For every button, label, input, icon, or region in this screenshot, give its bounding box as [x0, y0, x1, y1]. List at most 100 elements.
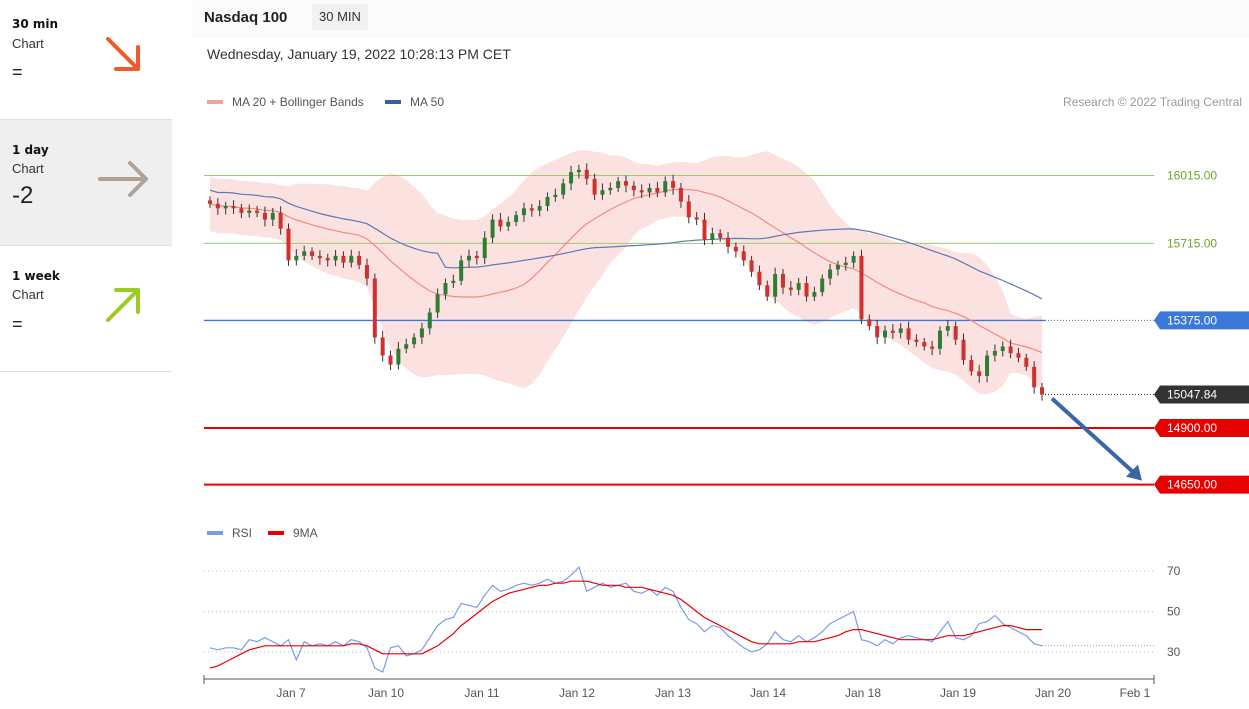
candle-bear	[624, 181, 628, 186]
candle-bear	[286, 228, 291, 261]
candle-bear	[1016, 353, 1021, 358]
candle-bear	[255, 210, 260, 213]
timeframe-sub: Chart	[12, 36, 44, 51]
candle-bear	[804, 283, 809, 297]
timeframe-label: 30 min	[12, 17, 59, 31]
candle-bear	[671, 181, 676, 188]
candle-bull	[828, 269, 833, 279]
x-tick-label: Jan 20	[1035, 686, 1071, 700]
candle-bull	[482, 237, 487, 259]
candle-bull	[270, 212, 275, 220]
candle-bull	[576, 169, 581, 173]
candle-bull	[985, 355, 990, 376]
candle-bear	[208, 200, 212, 204]
candle-bear	[215, 203, 220, 209]
timeframe-sub: Chart	[12, 161, 44, 176]
candle-bear	[357, 255, 362, 265]
candle-bear	[1040, 387, 1044, 395]
rsi-legend-swatch	[207, 531, 223, 535]
candle-bull	[302, 251, 307, 256]
candle-bull	[569, 172, 574, 184]
candle-bull	[796, 283, 801, 290]
candle-bear	[741, 251, 746, 261]
candle-bear	[961, 339, 966, 361]
rsi-tick-label: 70	[1167, 564, 1181, 578]
candle-bull	[883, 330, 888, 338]
candle-bull	[419, 328, 424, 338]
candle-bull	[608, 187, 613, 191]
candle-bear	[278, 212, 283, 229]
timeframe-value: =	[12, 62, 23, 82]
candle-bull	[647, 187, 652, 193]
timeframe-1week[interactable]: 1 week Chart =	[0, 246, 172, 372]
candle-bear	[969, 360, 974, 372]
candle-bear	[631, 185, 636, 191]
candle-bear	[380, 337, 385, 356]
candle-bear	[388, 355, 393, 365]
candle-bull	[537, 206, 542, 211]
timeframe-badge: 30 MIN	[312, 4, 368, 30]
candle-bear	[231, 206, 236, 209]
candle-bull	[459, 260, 464, 281]
arrow-down-right-icon	[106, 37, 140, 71]
candle-bull	[1000, 346, 1005, 351]
candle-bull	[600, 190, 605, 195]
candle-bull	[835, 264, 840, 270]
ma9-legend-label: 9MA	[293, 526, 318, 540]
candle-bull	[561, 183, 566, 195]
candle-bear	[906, 328, 911, 340]
x-tick-label: Jan 12	[559, 686, 595, 700]
candle-bull	[412, 337, 417, 345]
candle-bear	[262, 212, 267, 220]
candle-bear	[930, 346, 935, 349]
chart-datetime: Wednesday, January 19, 2022 10:28:13 PM …	[207, 46, 511, 62]
candle-bull	[294, 255, 299, 261]
candle-bull	[404, 344, 409, 349]
candle-bear	[788, 287, 793, 290]
candle-bull	[820, 278, 825, 293]
last-price-tag	[1154, 385, 1249, 404]
candle-bear	[1032, 366, 1037, 388]
ma50-legend-swatch	[385, 100, 401, 104]
candle-bull	[333, 255, 338, 261]
candle-bear	[325, 258, 330, 261]
candle-bull	[349, 255, 354, 263]
research-credit: Research © 2022 Trading Central	[1063, 95, 1242, 109]
ma20-legend-swatch	[207, 100, 223, 104]
support-tag	[1154, 419, 1249, 437]
candle-bull	[710, 233, 715, 241]
candle-bear	[239, 208, 244, 213]
candle-bear	[718, 233, 723, 238]
ma20-legend-label: MA 20 + Bollinger Bands	[232, 95, 364, 109]
candle-bear	[977, 371, 982, 376]
x-tick-label: Jan 13	[655, 686, 691, 700]
candle-bear	[1024, 357, 1029, 367]
candle-bear	[867, 319, 872, 327]
candle-bull	[663, 181, 668, 193]
timeframe-value: =	[12, 314, 23, 334]
candle-bear	[890, 330, 895, 333]
x-tick-label: Feb 1	[1120, 686, 1151, 700]
candle-bull	[451, 280, 456, 284]
bollinger-band	[210, 150, 1042, 395]
candle-bear	[859, 255, 864, 320]
candle-bull	[937, 330, 942, 349]
candle-bear	[922, 341, 927, 347]
candle-bull	[247, 210, 252, 213]
timeframe-sub: Chart	[12, 287, 44, 302]
candle-bear	[317, 255, 322, 259]
candle-bear	[686, 201, 691, 218]
candle-bear	[529, 208, 534, 211]
last-price-label: 15047.84	[1167, 388, 1217, 402]
ma50-line	[209, 189, 1043, 300]
candle-bull	[553, 194, 558, 197]
timeframe-1day[interactable]: 1 day Chart -2	[0, 120, 172, 246]
candle-bear	[655, 187, 660, 193]
x-tick-label: Jan 10	[368, 686, 404, 700]
chart-header	[192, 0, 1249, 38]
candle-bull	[490, 219, 495, 238]
rsi-ma-line	[209, 580, 1042, 669]
timeframe-30min[interactable]: 30 min Chart =	[0, 0, 172, 120]
rsi-line	[209, 565, 1043, 673]
